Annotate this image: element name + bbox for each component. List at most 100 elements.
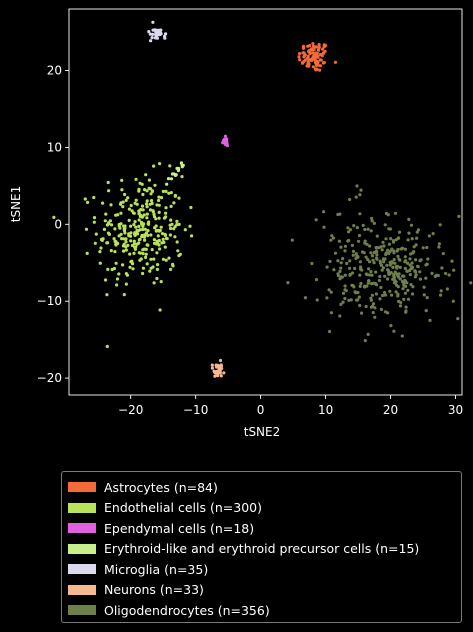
- data-point: [343, 249, 347, 253]
- data-point: [140, 235, 144, 239]
- data-point: [386, 277, 390, 281]
- data-point: [407, 231, 411, 235]
- data-point: [157, 203, 161, 207]
- data-point: [145, 212, 149, 216]
- data-point: [114, 261, 118, 265]
- data-point: [106, 180, 110, 185]
- data-point: [105, 293, 109, 297]
- data-point: [119, 211, 123, 215]
- data-point: [375, 253, 379, 257]
- data-point: [393, 211, 398, 215]
- data-point: [375, 246, 379, 250]
- data-point: [141, 271, 145, 276]
- data-point: [163, 232, 167, 236]
- data-point: [157, 195, 161, 199]
- data-point: [98, 250, 102, 254]
- data-point: [104, 212, 108, 216]
- data-point: [167, 191, 171, 195]
- data-point: [122, 293, 126, 297]
- data-point: [148, 269, 152, 273]
- data-point: [143, 238, 147, 242]
- data-point: [219, 364, 223, 368]
- data-point: [365, 242, 369, 246]
- data-point: [366, 332, 370, 336]
- data-point: [396, 254, 400, 258]
- data-point: [317, 48, 321, 52]
- data-point: [314, 278, 319, 282]
- data-point: [103, 219, 107, 223]
- data-point: [358, 303, 362, 308]
- data-point: [224, 138, 228, 142]
- data-point: [405, 261, 410, 265]
- data-point: [123, 237, 127, 241]
- data-point: [380, 293, 385, 298]
- data-point: [144, 173, 148, 177]
- data-point: [178, 252, 182, 256]
- data-point: [390, 247, 394, 251]
- data-point: [106, 231, 111, 235]
- data-point: [351, 249, 355, 253]
- data-point: [414, 243, 418, 247]
- data-point: [370, 304, 375, 308]
- data-point: [410, 261, 414, 265]
- data-point: [456, 317, 460, 321]
- data-point: [431, 232, 435, 236]
- data-point: [218, 358, 223, 363]
- data-point: [322, 210, 326, 214]
- data-point: [438, 223, 442, 227]
- data-point: [212, 370, 217, 374]
- data-point: [121, 263, 125, 267]
- data-point: [404, 284, 408, 288]
- data-point: [383, 293, 387, 297]
- data-point: [147, 178, 151, 182]
- data-point: [398, 304, 403, 308]
- series-0: [297, 42, 338, 72]
- data-point: [113, 250, 117, 254]
- data-point: [364, 255, 368, 259]
- data-point: [383, 274, 387, 278]
- x-tick-label: 20: [383, 403, 398, 417]
- legend-item: Erythroid-like and erythroid precursor c…: [68, 539, 461, 560]
- data-point: [394, 290, 398, 294]
- data-point: [418, 270, 422, 274]
- data-point: [371, 302, 376, 306]
- series-4: [147, 20, 168, 43]
- data-point: [339, 261, 343, 265]
- data-point: [424, 276, 428, 280]
- data-point: [173, 173, 178, 177]
- data-point: [388, 289, 392, 293]
- data-point: [158, 308, 162, 312]
- data-point: [158, 162, 162, 166]
- data-point: [419, 258, 423, 262]
- data-point: [347, 238, 351, 243]
- data-point: [307, 58, 311, 62]
- data-point: [375, 234, 379, 238]
- data-point: [328, 329, 332, 334]
- data-point: [137, 218, 141, 222]
- data-point: [163, 245, 167, 249]
- data-point: [169, 191, 173, 195]
- data-point: [328, 259, 332, 263]
- data-point: [358, 212, 362, 216]
- data-point: [341, 257, 345, 261]
- data-point: [394, 265, 398, 269]
- data-point: [329, 290, 333, 294]
- data-point: [104, 278, 108, 282]
- data-point: [122, 227, 126, 231]
- data-point: [383, 223, 387, 227]
- data-point: [145, 243, 149, 247]
- data-point: [386, 269, 390, 273]
- data-point: [189, 205, 193, 210]
- data-point: [386, 248, 390, 252]
- data-point: [362, 284, 366, 288]
- y-tick-label: 0: [54, 217, 62, 231]
- data-point: [145, 189, 149, 193]
- data-point: [410, 237, 414, 241]
- data-point: [172, 227, 176, 231]
- data-point: [400, 334, 404, 338]
- data-point: [425, 296, 429, 300]
- data-point: [407, 217, 411, 221]
- data-point: [416, 228, 421, 232]
- data-point: [343, 296, 347, 301]
- data-point: [354, 256, 358, 260]
